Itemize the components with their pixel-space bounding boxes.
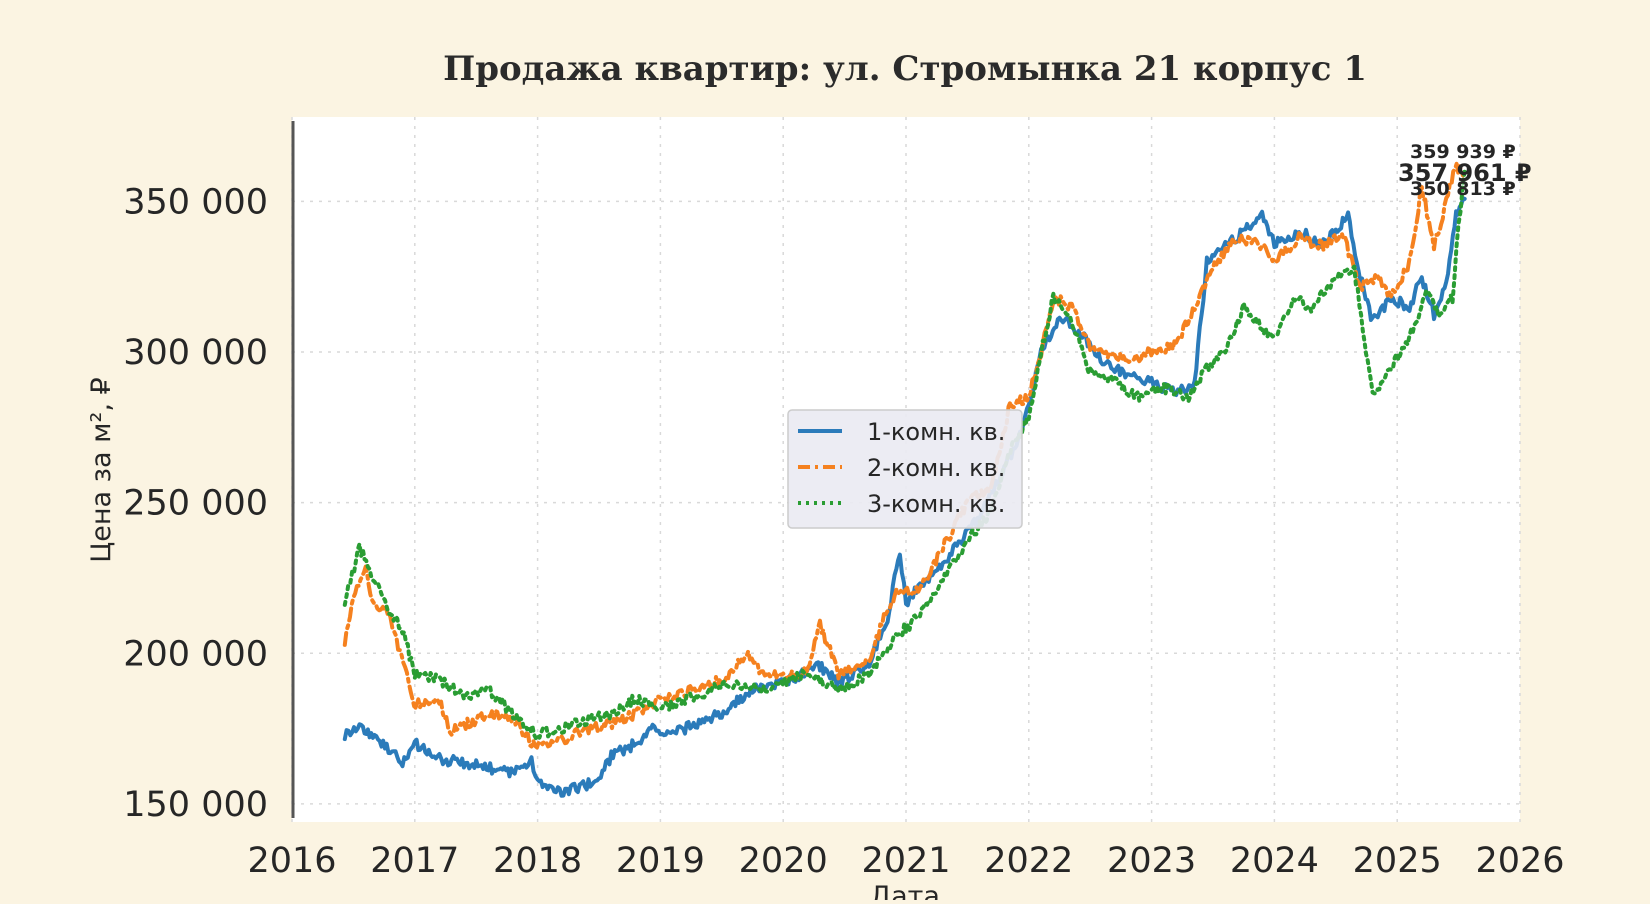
y-tick-label: 150 000 <box>123 785 268 825</box>
series-line-1 <box>342 196 1467 798</box>
legend-label-3: 3-комн. кв. <box>867 490 1005 518</box>
x-tick-labels: 2016 2017 2018 2019 2020 2021 2022 2023 2024 2025… <box>247 841 1564 881</box>
x-tick-label: 2022 <box>984 841 1073 881</box>
series-group <box>342 161 1467 798</box>
y-tick-labels: 150 000 200 000 250 000 300 000 350 000 <box>123 182 268 825</box>
x-tick-label: 2019 <box>616 841 705 881</box>
y-tick-label: 200 000 <box>123 634 268 674</box>
x-tick-label: 2024 <box>1230 841 1319 881</box>
chart-title: Продажа квартир: ул. Стромынка 21 корпус… <box>443 49 1367 89</box>
x-axis-label: Дата <box>870 881 940 900</box>
y-tick-label: 350 000 <box>123 182 268 222</box>
y-tick-label: 250 000 <box>123 484 268 524</box>
legend-label-2: 2-комн. кв. <box>867 454 1005 482</box>
end-label-3: 359 939 ₽ <box>1410 141 1516 163</box>
x-tick-label: 2018 <box>493 841 582 881</box>
y-axis-label: Цена за м², ₽ <box>86 377 117 562</box>
x-tick-label: 2020 <box>739 841 828 881</box>
legend-box <box>787 409 1023 529</box>
legend-label-1: 1-комн. кв. <box>867 418 1005 446</box>
x-tick-label: 2026 <box>1475 841 1564 881</box>
x-tick-label: 2016 <box>247 841 336 881</box>
x-tick-label: 2025 <box>1353 841 1442 881</box>
y-tick-label: 300 000 <box>123 333 268 373</box>
x-tick-label: 2017 <box>370 841 459 881</box>
end-labels: 359 939 ₽ 357 961 ₽ 350 813 ₽ <box>1398 141 1532 200</box>
end-label-1: 350 813 ₽ <box>1410 178 1516 200</box>
x-tick-label: 2023 <box>1107 841 1196 881</box>
series-line-3 <box>342 169 1467 741</box>
x-tick-label: 2021 <box>861 841 950 881</box>
legend: 1-комн. кв. 2-комн. кв. 3-комн. кв. <box>787 409 1023 529</box>
series-line-2 <box>342 161 1467 750</box>
end-label-2: 357 961 ₽ <box>1398 159 1532 187</box>
